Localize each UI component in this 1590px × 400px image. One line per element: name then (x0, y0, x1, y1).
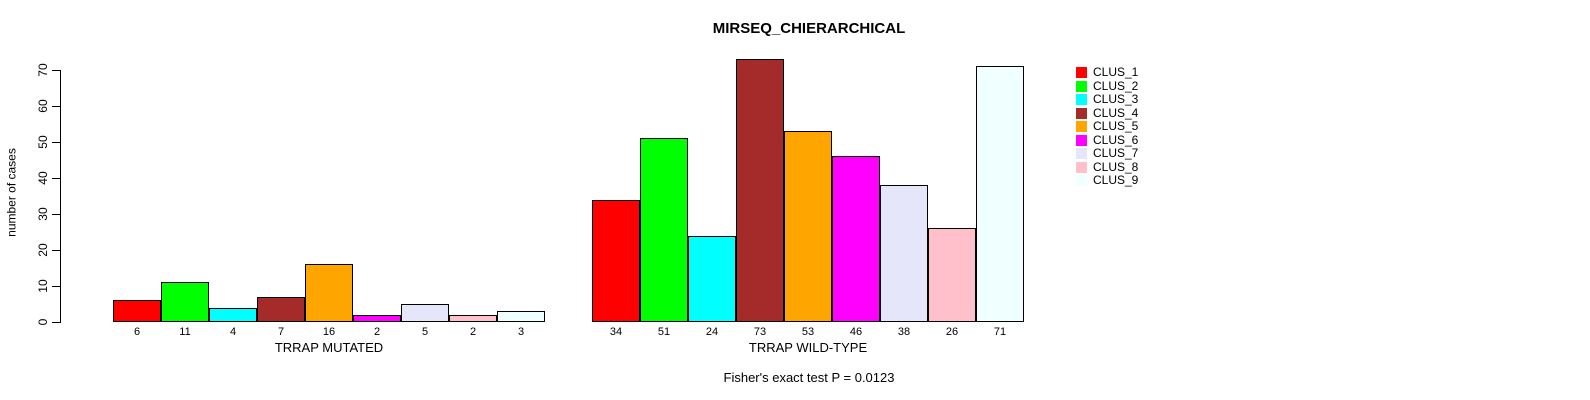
legend-item-label: CLUS_9 (1093, 173, 1139, 187)
y-tick-mark (52, 70, 61, 71)
legend-item: CLUS_1 (1076, 65, 1139, 80)
bar-value-label: 2 (373, 326, 381, 338)
bar-value-label: 3 (517, 326, 525, 338)
bar (209, 308, 257, 322)
bar (113, 300, 161, 322)
y-tick-label: 10 (36, 279, 50, 293)
y-tick-mark (52, 178, 61, 179)
bar-value-label: 53 (801, 326, 815, 338)
bar (497, 311, 545, 322)
legend-color-swatch (1076, 107, 1087, 119)
legend-item-label: CLUS_3 (1093, 92, 1139, 106)
bar (928, 228, 976, 322)
bar-value-label: 26 (945, 326, 959, 338)
legend-color-swatch (1076, 80, 1087, 92)
legend-item: CLUS_3 (1076, 92, 1139, 107)
bar-value-label: 16 (322, 326, 336, 338)
y-tick-mark (52, 106, 61, 107)
y-tick-label: 20 (36, 243, 50, 257)
bar (305, 264, 353, 322)
x-axis-group-label: TRRAP MUTATED (274, 340, 384, 355)
legend-color-swatch (1076, 148, 1087, 160)
bar-value-row: 6 11 4 7 16 2 5 2 3 (113, 326, 545, 338)
y-tick-label: 60 (36, 99, 50, 113)
bar (976, 66, 1024, 322)
legend-item-label: CLUS_1 (1093, 65, 1139, 79)
bar-value-label: 71 (993, 326, 1007, 338)
y-tick-mark (52, 142, 61, 143)
bar-value-label: 24 (705, 326, 719, 338)
fisher-test-annotation: Fisher's exact test P = 0.0123 (723, 370, 895, 385)
y-tick-mark (52, 286, 61, 287)
legend-item-label: CLUS_7 (1093, 146, 1139, 160)
legend-item-label: CLUS_4 (1093, 105, 1139, 120)
bar (401, 304, 449, 322)
y-tick-label: 40 (36, 171, 50, 185)
legend-color-swatch (1076, 161, 1087, 173)
legend-item: CLUS_9 (1076, 173, 1139, 188)
y-tick-label: 50 (36, 135, 50, 149)
legend-item: CLUS_4 (1076, 105, 1139, 121)
y-tick-label: 70 (36, 63, 50, 77)
legend-color-swatch (1076, 67, 1087, 79)
bar (161, 282, 209, 322)
y-axis-label: number of cases (4, 148, 19, 237)
bar-value-label: 5 (421, 326, 429, 338)
legend-color-swatch (1076, 94, 1087, 106)
legend-item-label: CLUS_2 (1093, 78, 1139, 93)
bar-value-label: 73 (753, 326, 767, 338)
bar-value-label: 11 (179, 326, 191, 338)
legend-color-swatch (1076, 175, 1087, 187)
legend-item: CLUS_7 (1076, 146, 1139, 161)
bar-value-label: 4 (229, 326, 237, 338)
bar (880, 185, 928, 322)
bar-value-label: 7 (277, 326, 285, 338)
legend-item: CLUS_2 (1076, 78, 1139, 94)
bar-value-label: 38 (897, 326, 911, 338)
bar (640, 138, 688, 322)
bar (688, 236, 736, 322)
bar-value-label: 46 (849, 326, 863, 338)
bar-group (113, 0, 545, 322)
y-tick-mark (52, 214, 61, 215)
legend: CLUS_1 CLUS_2 CLUS_3 CLUS_4 CLUS_5 CLUS_6 CLUS… (1076, 65, 1139, 188)
legend-item-label: CLUS_5 (1093, 119, 1139, 133)
y-tick-mark (52, 322, 61, 323)
bar-value-label: 34 (609, 326, 623, 338)
bar-value-label: 2 (469, 326, 477, 338)
bar (592, 200, 640, 322)
legend-color-swatch (1076, 121, 1087, 133)
bar (353, 315, 401, 322)
bar-group (592, 0, 1024, 322)
bar-value-label: 6 (133, 326, 141, 338)
bar (257, 297, 305, 322)
legend-color-swatch (1076, 134, 1087, 146)
x-axis-group-label: TRRAP WILD-TYPE (748, 340, 868, 355)
y-tick-mark (52, 250, 61, 251)
bar (784, 131, 832, 322)
bar (832, 156, 880, 322)
legend-item-label: CLUS_8 (1093, 159, 1139, 174)
bar-value-row: 34 51 24 73 53 46 38 26 71 (592, 326, 1024, 338)
y-axis-line (60, 70, 61, 322)
bar (449, 315, 497, 322)
y-tick-label: 30 (36, 207, 50, 221)
legend-item: CLUS_6 (1076, 132, 1139, 148)
chart-title: MIRSEQ_CHIERARCHICAL (712, 20, 906, 37)
bar-value-label: 51 (657, 326, 671, 338)
bar (736, 59, 784, 322)
y-tick-label: 0 (36, 318, 50, 326)
legend-item: CLUS_8 (1076, 159, 1139, 175)
legend-item-label: CLUS_6 (1093, 132, 1139, 147)
legend-item: CLUS_5 (1076, 119, 1139, 134)
